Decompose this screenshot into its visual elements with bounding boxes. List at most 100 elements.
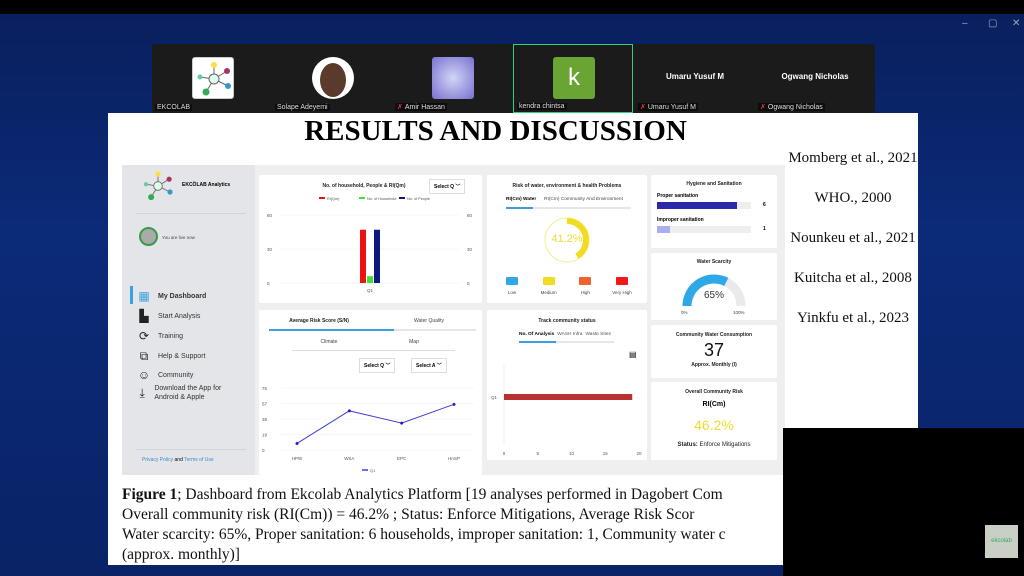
bar-Q1 <box>504 394 633 400</box>
ekcolab-watermark-logo: ekcolab <box>985 525 1018 558</box>
card-title: Hygiene and Sanitation <box>686 181 742 187</box>
dashboard-screenshot: EKCÖLAB Analytics You are live now ▦ My D… <box>122 165 785 475</box>
y-tick-right: 30 <box>467 247 473 252</box>
hygiene-card: Hygiene and Sanitation Proper sanitation… <box>651 175 777 248</box>
water-consumption-card: Community Water Consumption 37 Approx. M… <box>651 325 777 378</box>
tab-climate[interactable]: Climate <box>320 339 338 345</box>
avatar <box>432 57 474 99</box>
water-scarcity-card: Water Scarcity 65% 0% 100% <box>651 253 777 320</box>
risk-value: 41.2% <box>551 233 583 245</box>
select-q-dropdown[interactable]: Select Q ﹀ <box>429 179 466 194</box>
reference-item: Kuitcha et al., 2008 <box>794 270 912 286</box>
sanitation-bar <box>657 202 751 209</box>
legend-item: Very High <box>607 277 637 295</box>
x-tick: HPW <box>292 456 303 461</box>
water-scarcity-gauge <box>682 274 746 307</box>
legend-label: High <box>580 290 590 295</box>
privacy-policy-link[interactable]: Privacy Policy <box>142 457 174 463</box>
sanitation-label: Proper sanitation <box>657 193 699 199</box>
status-label: Status: <box>677 442 698 448</box>
legend-label: Medium <box>540 290 557 295</box>
gauge-max: 100% <box>733 310 745 315</box>
active-indicator <box>130 286 133 304</box>
select-q-dropdown[interactable]: Select Q ﹀ <box>359 358 396 373</box>
consumption-unit: Approx. Monthly (l) <box>691 362 737 368</box>
y-tick-right: 60 <box>467 213 473 218</box>
analysis-hbar-chart: Q1 0 5 10 15 20 <box>491 365 642 456</box>
bar-RI(Qm) <box>360 229 366 283</box>
y-tick: Q1 <box>491 395 498 400</box>
legend-label: No. of People <box>407 197 430 201</box>
sanitation-value: 6 <box>763 202 766 208</box>
nav-download-app[interactable]: ⤓ Download the App for Android & Apple <box>136 384 246 402</box>
ekcolab-logo <box>143 171 173 201</box>
legend-label: Q1 <box>370 468 376 473</box>
participant-tile[interactable]: ✗ Amir Hassan <box>392 44 512 113</box>
overall-risk-value: 46.2% <box>694 417 734 433</box>
close-button[interactable]: ✕ <box>1012 18 1021 29</box>
risk-card: Risk of water, environment & health Prob… <box>487 175 647 303</box>
legend-swatch <box>579 277 592 285</box>
x-tick: HnSP <box>448 456 460 461</box>
tab-average-risk[interactable]: Average Risk Score (S/N) <box>289 318 349 324</box>
tab-water-quality[interactable]: Water Quality <box>413 318 445 324</box>
legend-swatch <box>359 197 365 199</box>
sanitation-label: Improper sanitation <box>657 217 704 223</box>
x-tick: 15 <box>603 451 609 456</box>
nav-community[interactable]: ☺ Community <box>136 368 194 382</box>
legend-label: RI(Qm) <box>327 197 340 201</box>
nav-start-analysis[interactable]: ▙ Start Analysis <box>136 309 200 323</box>
tab-wash-infra[interactable]: WASH Infra <box>557 332 583 337</box>
nav-label: Start Analysis <box>158 312 201 320</box>
terms-link[interactable]: Terms of Use <box>184 457 214 463</box>
y-tick: 19 <box>262 433 268 438</box>
tab-analysis[interactable]: No. Of Analysis <box>519 332 555 337</box>
legend-swatch <box>319 197 325 199</box>
y-tick-left: 0 <box>267 281 270 286</box>
select-a-dropdown[interactable]: Select A ﹀ <box>411 358 447 373</box>
y-tick: 38 <box>262 417 268 422</box>
participant-tile[interactable]: EKCOLAB <box>152 44 272 113</box>
minimize-button[interactable]: – <box>962 18 968 29</box>
risk-legend: Low Medium High Very High <box>497 277 637 295</box>
tab-water[interactable]: RI(Cm) Water <box>506 197 537 202</box>
participant-tile-active[interactable]: k kendra chintsa <box>513 44 633 113</box>
reference-item: Yinkfu et al., 2023 <box>796 310 910 326</box>
caption-line: Water scarcity: 65%, Proper sanitation: … <box>122 526 726 543</box>
participant-tile[interactable]: Umaru Yusuf M ✗ Umaru Yusuf M <box>635 44 755 113</box>
y-tick-left: 30 <box>267 247 273 252</box>
legend-swatch <box>399 197 405 199</box>
nav-training[interactable]: ⟳ Training <box>136 329 183 343</box>
user-avatar[interactable] <box>139 227 158 246</box>
training-icon: ⟳ <box>138 329 150 343</box>
reference-item: WHO., 2000 <box>814 190 892 206</box>
participant-tile[interactable]: Ogwang Nicholas ✗ Ogwang Nicholas <box>755 44 875 113</box>
maximize-button[interactable]: ▢ <box>988 18 998 29</box>
reference-item: Nounkeu et al., 2021 <box>790 230 916 246</box>
table-view-icon[interactable]: ▤ <box>629 350 637 359</box>
household-chart-card: No. of household, People & RI(Qm) Select… <box>259 175 482 303</box>
nav-label: Community <box>158 371 194 379</box>
tab-community-environment[interactable]: RI(Cm) Community And Environment <box>544 197 623 202</box>
legend-swatch <box>615 277 628 285</box>
nav-help-support[interactable]: ⧉ Help & Support <box>136 349 206 363</box>
self-view-video <box>783 428 1024 576</box>
average-risk-card: Average Risk Score (S/N) Water Quality C… <box>259 310 482 475</box>
participant-name: kendra chintsa <box>517 103 567 110</box>
x-tick: WSA <box>344 456 354 461</box>
card-title: Overall Community Risk <box>685 389 743 395</box>
data-point <box>295 441 299 445</box>
nav-label: My Dashboard <box>158 292 207 300</box>
participant-tile[interactable]: Solape Adeyemi <box>272 44 392 113</box>
participant-name: Solape Adeyemi <box>275 104 330 111</box>
legend-swatch <box>506 277 518 285</box>
legend-item: Medium <box>534 277 564 295</box>
mic-muted-icon: ✗ <box>397 104 403 111</box>
tab-map[interactable]: Map <box>409 339 419 345</box>
nav-my-dashboard[interactable]: ▦ My Dashboard <box>136 289 206 303</box>
avatar <box>312 57 354 99</box>
nav-label: Help & Support <box>158 352 206 360</box>
chart-title: No. of household, People & RI(Qm) <box>322 183 406 189</box>
x-tick: 20 <box>636 451 642 456</box>
tab-waste-sites[interactable]: Waste Sites <box>585 332 611 337</box>
